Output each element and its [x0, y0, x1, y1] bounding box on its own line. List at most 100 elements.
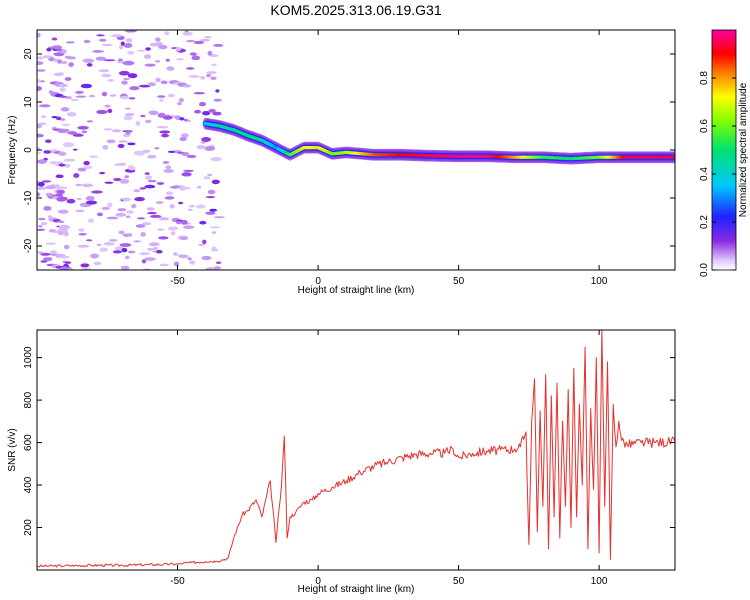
noise-blob	[136, 49, 146, 52]
noise-blob	[60, 107, 70, 112]
noise-blob	[205, 211, 216, 215]
noise-blob	[167, 93, 175, 98]
noise-blob	[213, 43, 224, 47]
noise-blob	[37, 32, 41, 38]
noise-blob	[211, 63, 217, 67]
noise-blob	[145, 119, 152, 124]
noise-blob	[38, 225, 43, 228]
noise-blob	[115, 212, 127, 217]
noise-blob	[58, 224, 70, 230]
noise-blob	[127, 51, 135, 55]
noise-blob	[75, 183, 83, 187]
noise-blob	[160, 80, 168, 85]
noise-blob	[122, 78, 130, 80]
noise-blob	[165, 58, 170, 62]
noise-blob	[37, 56, 44, 60]
colorbar-tick-label: 0.8	[699, 71, 710, 85]
noise-blob	[162, 115, 173, 120]
noise-blob	[180, 236, 188, 240]
chart-title: KOM5.2025.313.06.19.G31	[270, 2, 441, 18]
snr-x-ticks: -50 0 50 100	[170, 330, 608, 587]
noise-blob	[144, 172, 150, 175]
noise-blob	[178, 254, 189, 259]
noise-blob	[43, 206, 52, 211]
spectrogram-y-label: Frequency (Hz)	[7, 116, 18, 185]
noise-blob	[183, 225, 195, 230]
noise-blob	[52, 58, 59, 62]
noise-blob	[99, 171, 105, 175]
noise-blob	[165, 191, 174, 195]
noise-blob	[148, 242, 160, 247]
noise-blob	[125, 131, 131, 135]
noise-blob	[154, 147, 160, 150]
noise-blob	[53, 52, 65, 57]
noise-blob	[86, 63, 93, 67]
noise-blob	[141, 259, 147, 264]
noise-blob	[177, 102, 182, 106]
noise-blob	[209, 226, 221, 229]
noise-blob	[187, 257, 192, 261]
noise-blob	[96, 34, 105, 37]
noise-blob	[127, 233, 133, 237]
noise-blob	[181, 172, 192, 177]
noise-blob	[129, 86, 140, 91]
noise-blob	[200, 38, 210, 42]
snr-y-label: SNR (v/v)	[7, 428, 18, 471]
noise-blob	[212, 111, 222, 116]
noise-blob	[106, 216, 119, 220]
noise-blob	[46, 47, 52, 52]
spectrogram-marks	[37, 30, 675, 270]
noise-blob	[45, 185, 56, 190]
noise-blob	[72, 133, 84, 137]
noise-blob	[64, 77, 72, 81]
noise-blob	[92, 50, 104, 53]
noise-blob	[99, 247, 108, 252]
x-tick-label: 50	[453, 576, 465, 587]
colorbar-tick-label: 0.0	[699, 263, 710, 277]
noise-blob	[57, 59, 62, 64]
noise-blob	[139, 252, 151, 256]
spectrogram-panel: -50 0 50 100 -20 -10 0 10 20 Height of straight…	[7, 29, 676, 296]
snr-series-line	[37, 330, 675, 568]
y-tick-label: -10	[23, 190, 34, 205]
noise-blob	[88, 95, 96, 98]
noise-blob	[154, 60, 161, 63]
noise-blob	[120, 41, 125, 46]
noise-blob	[186, 154, 197, 159]
noise-blob	[57, 220, 65, 223]
noise-blob	[181, 152, 190, 157]
noise-blob	[77, 167, 87, 172]
noise-blob	[125, 256, 130, 259]
noise-blob	[174, 115, 181, 120]
noise-blob	[169, 204, 175, 209]
noise-blob	[186, 67, 195, 70]
noise-blob	[124, 175, 129, 179]
noise-blob	[211, 179, 220, 185]
noise-blob	[200, 141, 206, 144]
noise-blob	[62, 233, 68, 236]
noise-blob	[114, 246, 125, 251]
noise-blob	[144, 63, 156, 67]
noise-blob	[165, 165, 172, 170]
noise-blob	[200, 75, 206, 80]
noise-blob	[48, 90, 54, 95]
colorbar-label: Normalized spectral amplitude	[738, 82, 749, 217]
noise-blob	[37, 228, 46, 231]
noise-blob	[80, 263, 90, 268]
noise-blob	[82, 58, 95, 64]
noise-blob	[202, 239, 207, 245]
noise-blob	[176, 58, 185, 61]
noise-blob	[48, 215, 52, 219]
noise-blob	[179, 137, 187, 141]
noise-blob	[125, 38, 133, 43]
noise-blob	[207, 189, 216, 195]
noise-blob	[201, 137, 212, 142]
noise-blob	[188, 74, 201, 78]
noise-blob	[37, 159, 47, 164]
noise-blob	[106, 139, 116, 144]
noise-blob	[167, 226, 179, 231]
noise-blob	[205, 196, 216, 199]
noise-blob	[216, 261, 222, 265]
noise-blob	[196, 145, 206, 150]
noise-blob	[60, 118, 66, 121]
